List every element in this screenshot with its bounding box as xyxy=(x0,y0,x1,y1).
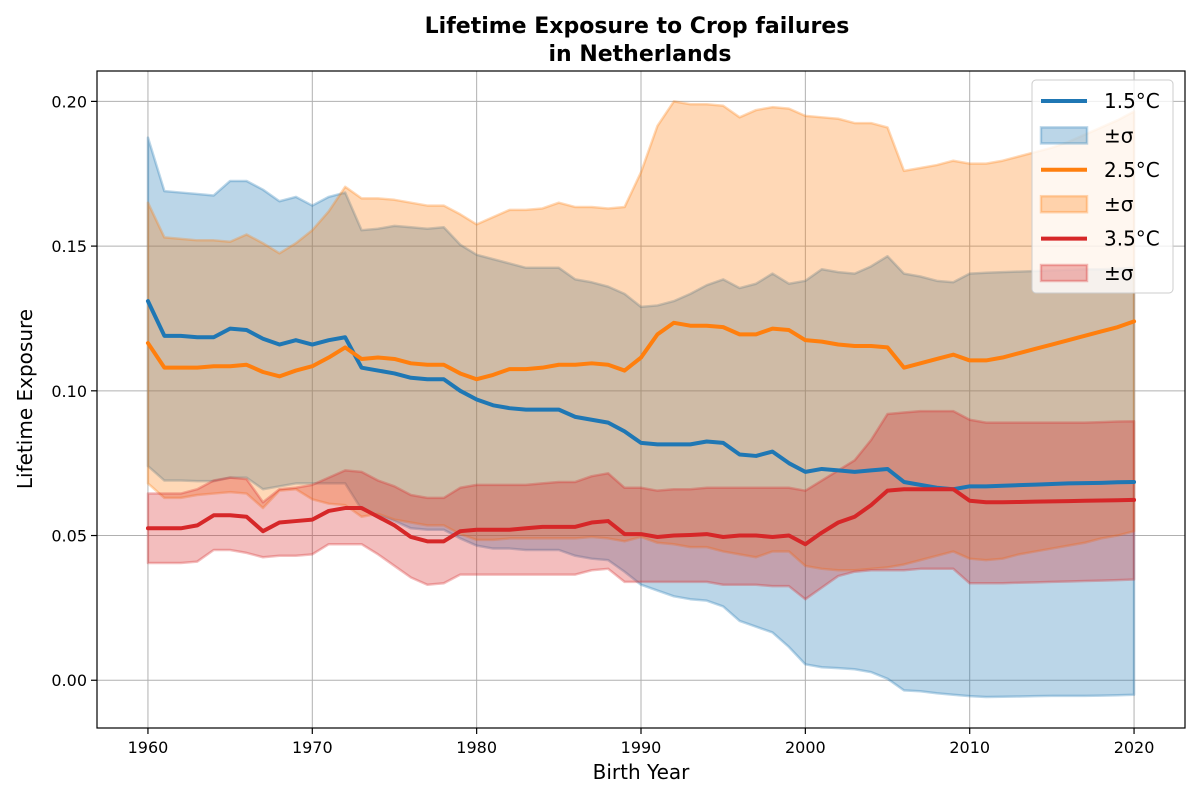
legend-label: 3.5°C xyxy=(1104,227,1160,251)
y-tick-label: 0.10 xyxy=(51,382,87,401)
line-series-1 xyxy=(145,299,1137,492)
legend-band-swatch xyxy=(1039,263,1089,283)
y-tick-label: 0.00 xyxy=(51,671,87,690)
y-axis-ticks: 0.00 0.05 0.10 0.15 0.20 xyxy=(51,92,97,690)
chart-title-line-1: Lifetime Exposure to Crop failures xyxy=(425,14,850,39)
x-axis-label: Birth Year xyxy=(593,760,690,784)
x-tick-label: 2020 xyxy=(1114,738,1155,757)
chart-title-line-2: in Netherlands xyxy=(548,42,731,67)
legend: 1.5°C ±σ 2.5°C ±σ 3.5°C ±σ xyxy=(1031,79,1174,294)
x-tick-label: 2000 xyxy=(785,738,826,757)
legend-label: 2.5°C xyxy=(1104,158,1160,182)
legend-label: ±σ xyxy=(1104,261,1134,285)
legend-label: ±σ xyxy=(1104,123,1134,147)
x-tick-label: 1980 xyxy=(456,738,497,757)
legend-band-swatch xyxy=(1039,194,1089,214)
y-tick-label: 0.15 xyxy=(51,237,87,256)
uncertainty-bands xyxy=(146,100,1136,699)
band-series-1 xyxy=(146,136,1136,699)
x-tick-label: 2010 xyxy=(949,738,990,757)
x-tick-label: 1990 xyxy=(621,738,662,757)
series-lines xyxy=(145,299,1137,547)
x-tick-label: 1960 xyxy=(128,738,169,757)
y-tick-label: 0.05 xyxy=(51,527,87,546)
band-series-2 xyxy=(146,100,1136,572)
x-axis-ticks: 1960 1970 1980 1990 2000 2010 2020 xyxy=(128,728,1155,757)
line-series-2 xyxy=(145,319,1137,382)
band-series-3 xyxy=(146,409,1136,601)
line-series-3 xyxy=(145,487,1137,547)
legend-label: ±σ xyxy=(1104,192,1134,216)
y-tick-label: 0.20 xyxy=(51,92,87,111)
y-axis-label: Lifetime Exposure xyxy=(13,309,37,489)
x-tick-label: 1970 xyxy=(292,738,333,757)
legend-band-swatch xyxy=(1039,126,1089,145)
legend-label: 1.5°C xyxy=(1104,89,1160,113)
